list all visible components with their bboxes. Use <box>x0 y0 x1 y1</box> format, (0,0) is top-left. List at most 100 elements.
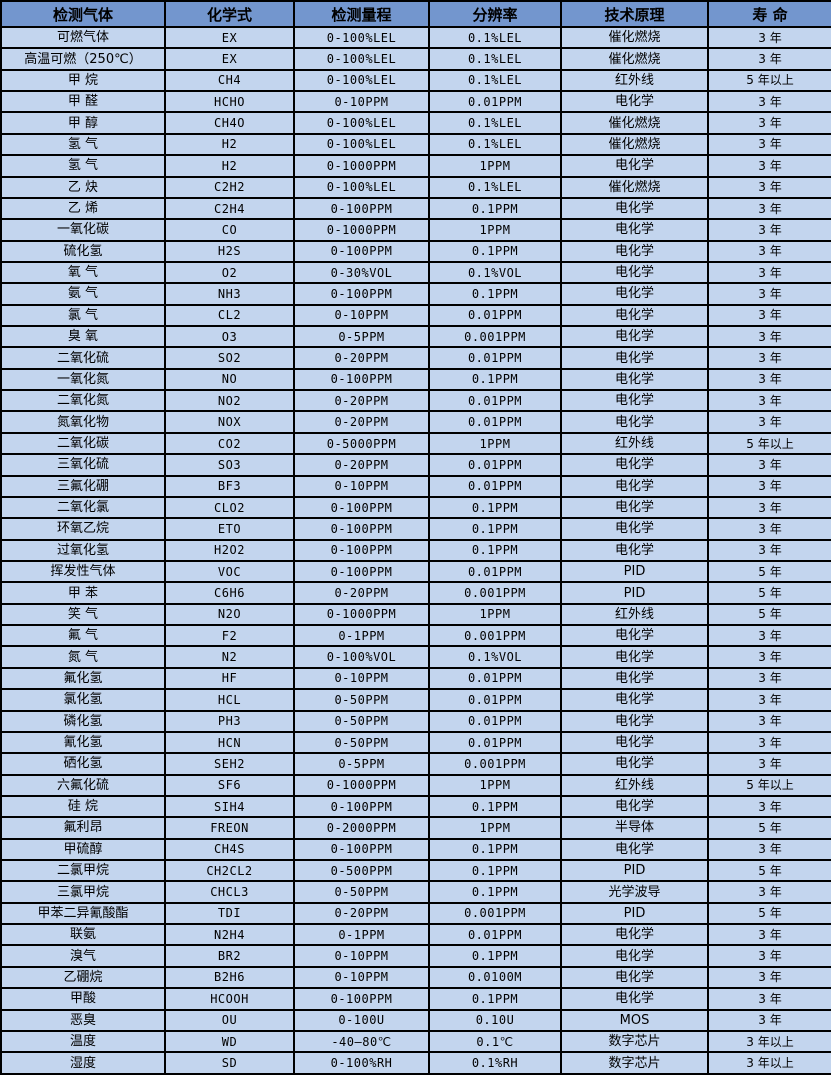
table-cell: 1PPM <box>428 602 562 627</box>
table-row: 氮氧化物 NOX 0-20PPM 0.01PPM 电化学 3 年 <box>0 410 831 434</box>
table-cell: 0-2000PPM <box>293 816 430 840</box>
table-cell: CO2 <box>164 431 295 456</box>
table-cell: 硅 烷 <box>0 794 166 819</box>
table-row: 甲苯二异氰酸酯 TDI 0-20PPM 0.001PPM PID 5 年 <box>0 901 831 926</box>
table-cell: 电化学 <box>560 538 709 563</box>
column-header-4: 技术原理 <box>560 0 709 28</box>
table-cell: 1PPM <box>428 154 562 178</box>
table-cell: 0.1PPM <box>428 196 562 221</box>
table-cell: BF3 <box>164 474 295 498</box>
table-cell: 0.01PPM <box>428 709 562 733</box>
table-row: 硫化氢 H2S 0-100PPM 0.1PPM 电化学 3 年 <box>0 239 831 263</box>
table-cell: 0-50PPM <box>293 880 430 904</box>
table-cell: CO <box>164 218 295 242</box>
table-cell: 5 年以上 <box>707 773 831 797</box>
table-cell: 电化学 <box>560 260 709 285</box>
table-row: 氮 气 N2 0-100%VOL 0.1%VOL 电化学 3 年 <box>0 645 831 669</box>
table-cell: 氢 气 <box>0 154 166 178</box>
table-cell: 二氧化硫 <box>0 346 166 370</box>
table-row: 三氯甲烷 CHCL3 0-50PPM 0.1PPM 光学波导 3 年 <box>0 880 831 904</box>
table-cell: 电化学 <box>560 987 709 1011</box>
table-cell: 0.10U <box>428 1008 562 1032</box>
table-cell: 3 年以上 <box>707 1051 831 1075</box>
table-cell: 甲 苯 <box>0 581 166 605</box>
table-cell: 甲硫醇 <box>0 837 166 862</box>
column-header-0: 检测气体 <box>0 0 166 28</box>
table-cell: 0-50PPM <box>293 688 430 712</box>
table-cell: 电化学 <box>560 752 709 776</box>
table-cell: 3 年 <box>707 538 831 563</box>
table-cell: 0.1PPM <box>428 239 562 263</box>
table-cell: CL2 <box>164 303 295 328</box>
table-cell: H2S <box>164 239 295 263</box>
table-cell: 0-100%VOL <box>293 645 430 669</box>
table-cell: VOC <box>164 559 295 584</box>
table-row: 过氧化氢 H2O2 0-100PPM 0.1PPM 电化学 3 年 <box>0 538 831 563</box>
table-cell: 电化学 <box>560 367 709 392</box>
column-header-2: 检测量程 <box>293 0 430 28</box>
table-cell: 甲苯二异氰酸酯 <box>0 901 166 926</box>
table-cell: HCN <box>164 730 295 755</box>
table-cell: 3 年 <box>707 495 831 520</box>
table-cell: 催化燃烧 <box>560 47 709 71</box>
table-cell: SO3 <box>164 453 295 477</box>
table-cell: 3 年 <box>707 154 831 178</box>
table-cell: 0-5000PPM <box>293 431 430 456</box>
table-cell: 0-50PPM <box>293 730 430 755</box>
table-cell: 氮氧化物 <box>0 410 166 434</box>
table-cell: 0.1PPM <box>428 858 562 883</box>
table-cell: 电化学 <box>560 196 709 221</box>
table-cell: 0.1PPM <box>428 794 562 819</box>
table-cell: EX <box>164 47 295 71</box>
table-cell: 电化学 <box>560 624 709 648</box>
table-row: 乙 炔 C2H2 0-100%LEL 0.1%LEL 催化燃烧 3 年 <box>0 175 831 199</box>
table-cell: 电化学 <box>560 709 709 733</box>
table-cell: 0-100%RH <box>293 1051 430 1075</box>
table-cell: 3 年 <box>707 260 831 285</box>
table-cell: 电化学 <box>560 837 709 862</box>
table-cell: CH4 <box>164 68 295 93</box>
table-row: 甲 醛 HCHO 0-10PPM 0.01PPM 电化学 3 年 <box>0 90 831 114</box>
table-cell: 3 年 <box>707 389 831 413</box>
table-cell: 0-30%VOL <box>293 260 430 285</box>
table-cell: 3 年 <box>707 624 831 648</box>
table-body: 可燃气体 EX 0-100%LEL 0.1%LEL 催化燃烧 3 年高温可燃（250℃） E… <box>0 25 831 1075</box>
column-header-3: 分辨率 <box>428 0 562 28</box>
table-cell: 3 年 <box>707 175 831 199</box>
table-cell: 3 年 <box>707 730 831 755</box>
table-cell: 0-100%LEL <box>293 68 430 93</box>
table-row: 氯 气 CL2 0-10PPM 0.01PPM 电化学 3 年 <box>0 303 831 328</box>
table-cell: 臭 氧 <box>0 325 166 349</box>
table-cell: 磷化氢 <box>0 709 166 733</box>
table-row: 甲 醇 CH4O 0-100%LEL 0.1%LEL 催化燃烧 3 年 <box>0 111 831 135</box>
table-row: 二氧化氯 CLO2 0-100PPM 0.1PPM 电化学 3 年 <box>0 495 831 520</box>
table-row: 三氟化硼 BF3 0-10PPM 0.01PPM 电化学 3 年 <box>0 474 831 498</box>
table-cell: 三氧化硫 <box>0 453 166 477</box>
table-row: 臭 氧 O3 0-5PPM 0.001PPM 电化学 3 年 <box>0 325 831 349</box>
table-row: 可燃气体 EX 0-100%LEL 0.1%LEL 催化燃烧 3 年 <box>0 25 831 50</box>
table-cell: 乙 烯 <box>0 196 166 221</box>
table-cell: 0.1PPM <box>428 517 562 541</box>
table-cell: 3 年 <box>707 218 831 242</box>
table-cell: 红外线 <box>560 68 709 93</box>
table-cell: 0-5PPM <box>293 325 430 349</box>
table-row: 氟 气 F2 0-1PPM 0.001PPM 电化学 3 年 <box>0 624 831 648</box>
table-cell: C6H6 <box>164 581 295 605</box>
table-cell: 0-1PPM <box>293 624 430 648</box>
table-cell: 1PPM <box>428 816 562 840</box>
table-cell: 电化学 <box>560 90 709 114</box>
table-cell: NH3 <box>164 282 295 306</box>
table-cell: 电化学 <box>560 325 709 349</box>
table-row: 氨 气 NH3 0-100PPM 0.1PPM 电化学 3 年 <box>0 282 831 306</box>
table-cell: 电化学 <box>560 282 709 306</box>
table-cell: 0.01PPM <box>428 346 562 370</box>
table-cell: 电化学 <box>560 410 709 434</box>
table-row: 甲酸 HCOOH 0-100PPM 0.1PPM 电化学 3 年 <box>0 987 831 1011</box>
table-cell: PID <box>560 901 709 926</box>
table-cell: 0-100PPM <box>293 794 430 819</box>
table-cell: 可燃气体 <box>0 25 166 50</box>
table-cell: 电化学 <box>560 794 709 819</box>
table-row: 笑 气 N2O 0-1000PPM 1PPM 红外线 5 年 <box>0 602 831 627</box>
table-cell: 3 年 <box>707 410 831 434</box>
table-cell: 3 年 <box>707 367 831 392</box>
